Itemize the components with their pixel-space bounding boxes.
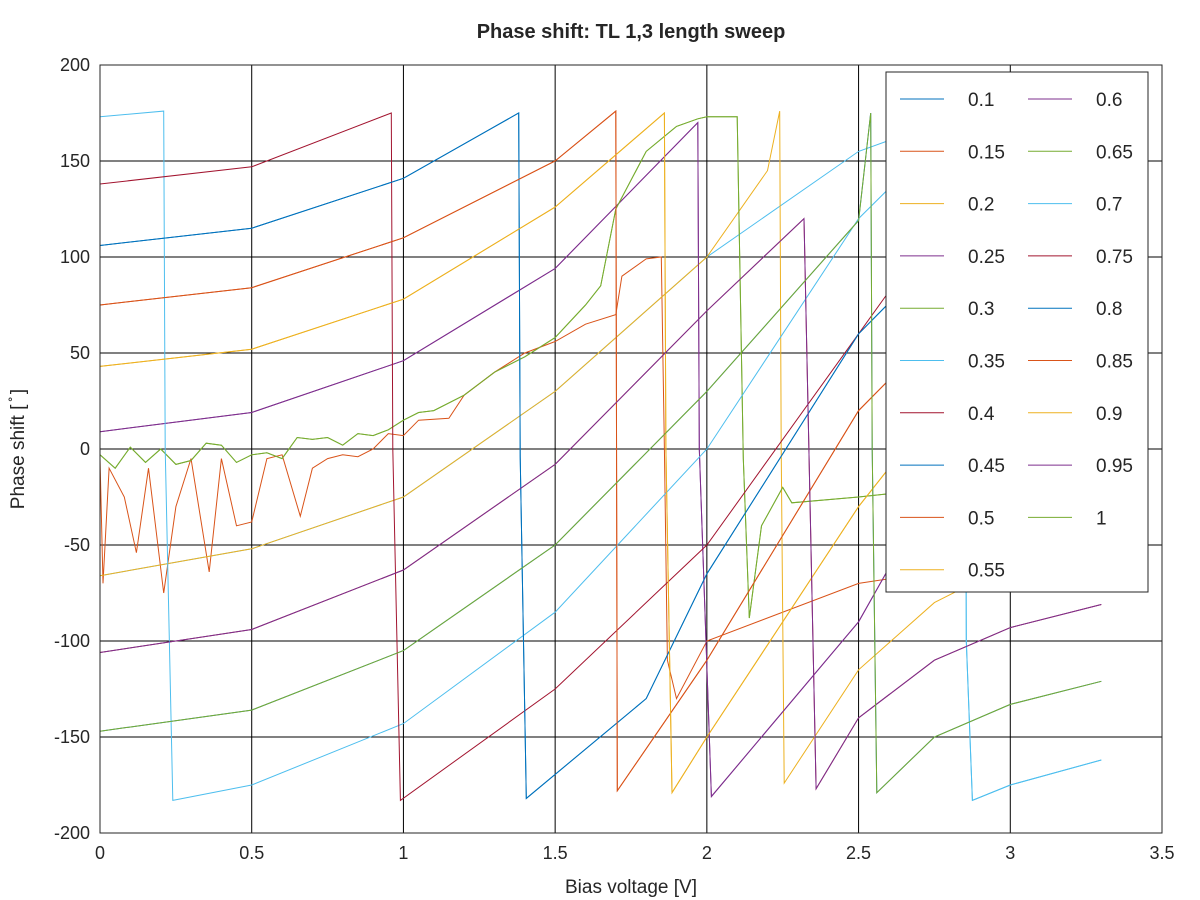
- legend-label: 0.2: [968, 195, 994, 216]
- series-line-0-7: [99, 110, 1102, 802]
- y-axis-label: Phase shift [ ̊ ]: [8, 389, 29, 509]
- x-tick-label: 0.5: [239, 843, 264, 863]
- series-line-0-65: [99, 116, 1105, 619]
- y-tick-label: -50: [64, 535, 90, 555]
- legend-label: 0.15: [968, 142, 1005, 163]
- legend-box: [885, 71, 1149, 593]
- x-tick-label: 1.5: [543, 843, 568, 863]
- y-tick-label: 50: [70, 343, 90, 363]
- legend-label: 0.6: [1096, 90, 1122, 111]
- legend-label: 0.75: [1096, 247, 1133, 268]
- legend-label: 0.7: [1096, 195, 1122, 216]
- x-tick-label: 2: [702, 843, 712, 863]
- legend-label: 0.65: [1096, 142, 1133, 163]
- legend-label: 1: [1096, 508, 1107, 529]
- y-tick-label: 200: [60, 55, 90, 75]
- y-axis-ticks: -200 -150 -100 -50 0 50 100 150 200: [54, 55, 90, 843]
- x-axis-label: Bias voltage [V]: [565, 877, 697, 898]
- y-tick-label: 0: [80, 439, 90, 459]
- y-tick-label: -150: [54, 727, 90, 747]
- x-tick-label: 0: [95, 843, 105, 863]
- legend-label: 0.9: [1096, 404, 1122, 425]
- y-tick-label: 150: [60, 151, 90, 171]
- legend: 0.1 0.15 0.2 0.25 0.3 0.35 0.4 0.45 0.5 0.55 0.6 0.…: [885, 71, 1149, 593]
- legend-label: 0.1: [968, 90, 994, 111]
- x-tick-label: 3.5: [1149, 843, 1174, 863]
- legend-label: 0.55: [968, 561, 1005, 582]
- legend-label: 0.4: [968, 404, 995, 425]
- x-tick-label: 1: [398, 843, 408, 863]
- legend-label: 0.85: [1096, 352, 1133, 373]
- legend-label: 0.95: [1096, 456, 1133, 477]
- legend-label: 0.45: [968, 456, 1005, 477]
- plot-frame: [99, 64, 1163, 834]
- y-tick-label: -100: [54, 631, 90, 651]
- series-line-0-95: [99, 217, 1102, 791]
- legend-label: 0.5: [968, 508, 994, 529]
- x-tick-label: 2.5: [846, 843, 871, 863]
- x-axis-ticks: 0 0.5 1 1.5 2 2.5 3 3.5: [95, 843, 1175, 863]
- legend-label: 0.25: [968, 247, 1005, 268]
- series-line-0-55: [99, 110, 1102, 785]
- legend-label: 0.35: [968, 352, 1005, 373]
- y-tick-label: -200: [54, 823, 90, 843]
- series-line-0-5: [99, 256, 1042, 701]
- legend-label: 0.3: [968, 299, 994, 320]
- legend-label: 0.8: [1096, 299, 1122, 320]
- series-line-1: [99, 112, 1102, 794]
- chart-title: Phase shift: TL 1,3 length sweep: [477, 21, 786, 43]
- y-tick-label: 100: [60, 247, 90, 267]
- x-tick-label: 3: [1005, 843, 1015, 863]
